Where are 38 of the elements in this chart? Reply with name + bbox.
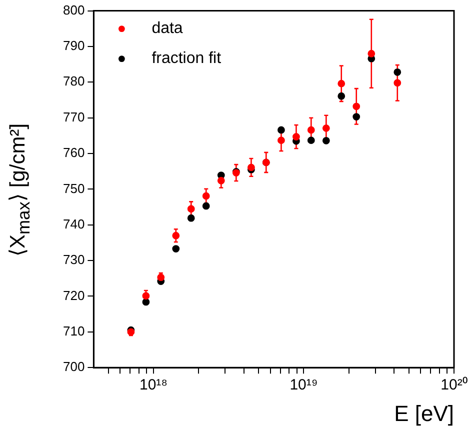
y-tick-label: 770: [62, 109, 85, 124]
y-tick-label: 730: [62, 252, 85, 268]
point: [142, 292, 150, 300]
point: [322, 124, 330, 132]
y-tick-label: 790: [62, 38, 85, 54]
x-tick-label: 10¹⁸: [139, 376, 168, 394]
y-tick-label: 740: [62, 216, 85, 232]
point: [142, 298, 150, 306]
point: [307, 126, 315, 134]
point: [352, 102, 360, 110]
point: [172, 245, 180, 252]
y-tick-label: 710: [62, 324, 85, 338]
point: [278, 126, 285, 134]
x-axis-title: E [eV]: [394, 400, 454, 426]
point: [352, 113, 360, 120]
point: [202, 202, 210, 210]
point: [202, 192, 210, 200]
point: [187, 214, 195, 222]
point: [217, 176, 225, 184]
y-tick-label: 760: [62, 145, 85, 160]
point: [172, 232, 180, 240]
x-tick-label: 10¹⁹: [290, 376, 318, 394]
point: [278, 136, 285, 144]
point: [322, 136, 330, 144]
y-tick-label: 700: [62, 359, 85, 374]
point: [292, 133, 300, 140]
point: [187, 205, 195, 213]
y-tick-label: 780: [62, 74, 85, 89]
y-tick-label: 750: [62, 180, 85, 196]
y-tick-label: 720: [62, 288, 85, 303]
legend-label: fraction fit: [152, 50, 222, 68]
y-tick-label: 800: [62, 2, 85, 18]
point: [338, 80, 346, 88]
point: [338, 92, 346, 100]
point: [307, 136, 315, 144]
x-tick-label: 10²⁰: [440, 376, 468, 394]
point: [368, 50, 376, 58]
legend-label: data: [152, 20, 183, 38]
